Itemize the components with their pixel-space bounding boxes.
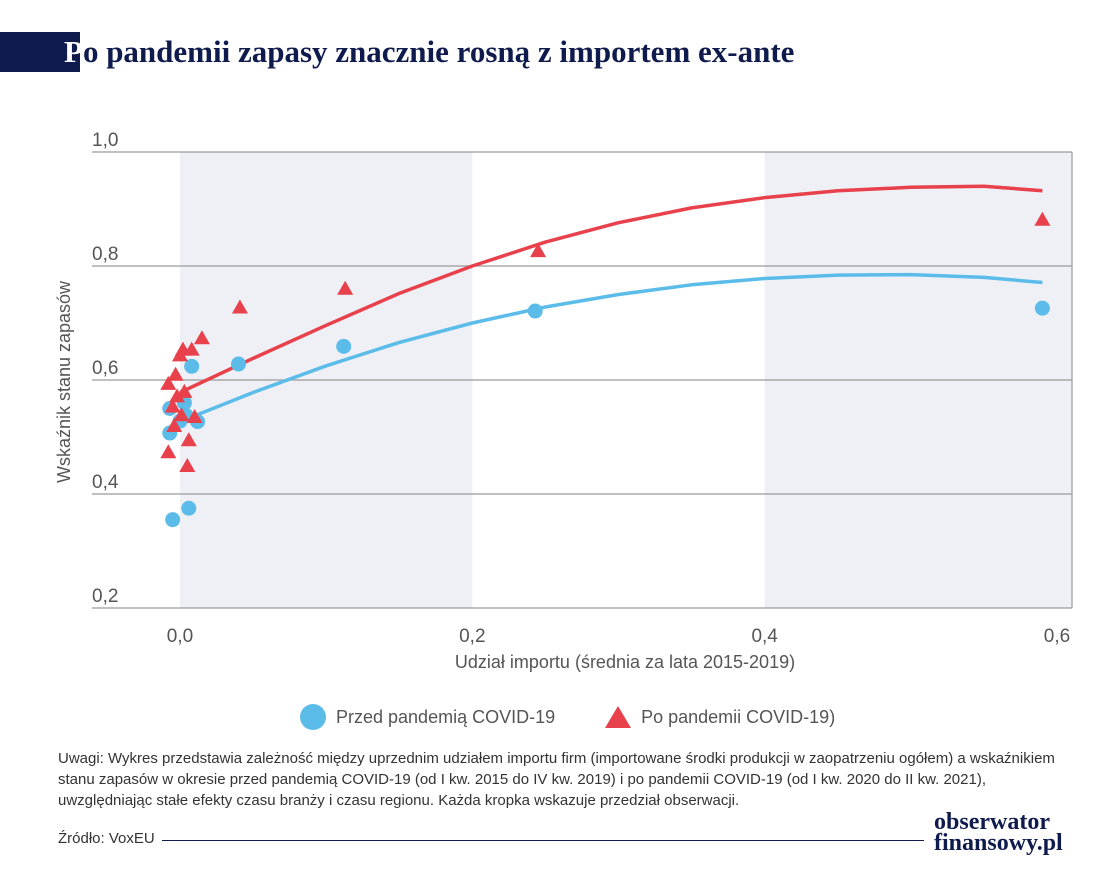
title-text: o pandemii zapasy znacznie rosną z impor… — [82, 34, 795, 69]
point-before-pandemic — [336, 338, 352, 354]
point-before-pandemic — [1034, 300, 1050, 316]
title-first-letter: P — [64, 34, 83, 69]
point-after-pandemic — [169, 388, 186, 403]
chart-title: Po pandemii zapasy znacznie rosną z impo… — [64, 34, 794, 70]
logo-line2: finansowy.pl — [934, 830, 1063, 856]
y-tick-label: 0,4 — [92, 472, 119, 493]
chart-note: Uwagi: Wykres przedstawia zależność międ… — [58, 750, 1055, 809]
x-tick-label: 0,2 — [459, 626, 485, 647]
y-tick-label: 0,8 — [92, 244, 118, 265]
y-axis-ticks: 0,2 0,4 0,6 0,8 1,0 — [92, 130, 119, 607]
publisher-logo: obserwator finansowy.pl — [934, 809, 1063, 856]
legend-triangle-icon — [605, 706, 632, 728]
gridlines — [92, 151, 1073, 609]
legend-label-before: Przed pandemią COVID-19 — [336, 706, 556, 727]
point-before-pandemic — [165, 512, 181, 528]
point-after-pandemic — [183, 341, 200, 356]
x-tick-label: 0,0 — [167, 626, 193, 647]
point-before-pandemic — [184, 358, 200, 374]
title-accent-bar — [0, 32, 80, 72]
point-after-pandemic — [179, 457, 196, 472]
point-after-pandemic — [530, 243, 547, 258]
point-before-pandemic — [527, 303, 543, 319]
point-after-pandemic — [160, 375, 177, 390]
point-after-pandemic — [337, 280, 354, 295]
x-tick-label: 0,4 — [751, 626, 778, 647]
y-tick-label: 1,0 — [92, 130, 118, 151]
trend-line-before — [179, 272, 1043, 424]
point-after-pandemic — [164, 398, 181, 413]
trend-lines — [179, 184, 1043, 424]
point-after-pandemic — [231, 299, 248, 314]
point-after-pandemic — [1034, 211, 1051, 226]
y-tick-label: 0,6 — [92, 358, 118, 379]
point-after-pandemic — [173, 407, 190, 422]
source-text: Źródło: VoxEU — [58, 830, 155, 847]
point-after-pandemic — [193, 330, 210, 345]
point-after-pandemic — [167, 366, 184, 381]
point-after-pandemic — [180, 432, 197, 447]
logo-line1: obserwator — [934, 809, 1050, 835]
trend-line-after — [179, 184, 1043, 395]
point-before-pandemic — [230, 356, 246, 372]
point-before-pandemic — [181, 500, 197, 516]
point-after-pandemic — [166, 418, 183, 433]
point-after-pandemic — [186, 408, 203, 423]
x-tick-label: 0,6 — [1044, 626, 1070, 647]
x-axis-ticks: 0,0 0,2 0,4 0,6 — [167, 626, 1070, 647]
x-axis-label: Udział importu (średnia za lata 2015-201… — [455, 652, 795, 672]
chart-legend: Przed pandemią COVID-19 Po pandemii COVI… — [300, 704, 835, 730]
y-tick-label: 0,2 — [92, 586, 118, 607]
legend-circle-icon — [300, 704, 326, 730]
y-axis-label: Wskaźnik stanu zapasów — [54, 280, 74, 483]
point-after-pandemic — [160, 444, 177, 459]
point-after-pandemic — [176, 383, 193, 398]
data-points — [160, 211, 1051, 528]
scatter-chart: 0,2 0,4 0,6 0,8 1,0 0,0 0,2 0,4 0,6 Udział impo… — [54, 130, 1073, 672]
legend-label-after: Po pandemii COVID-19) — [641, 706, 836, 727]
source-divider — [162, 840, 924, 841]
